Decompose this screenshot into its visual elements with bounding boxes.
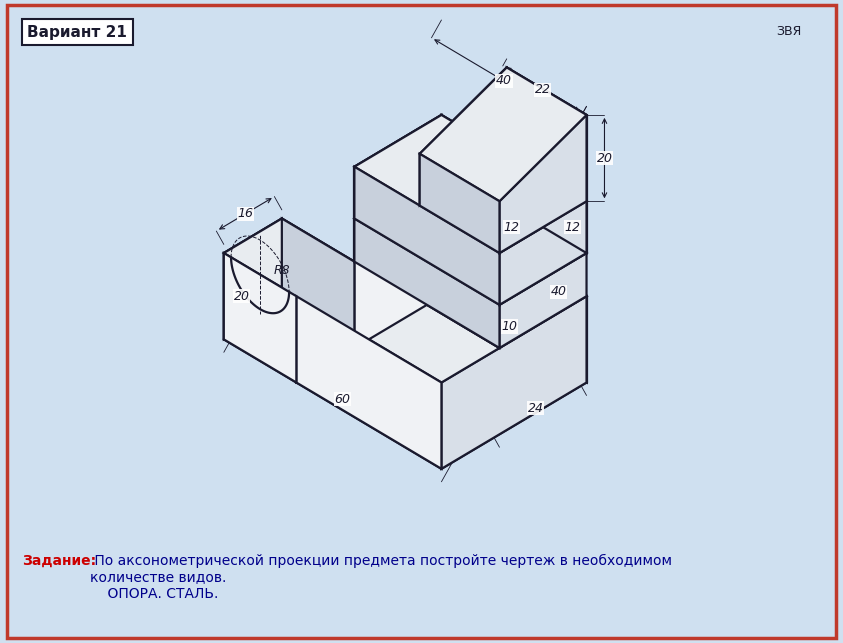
Text: 40: 40 — [496, 75, 512, 87]
Text: 10: 10 — [502, 320, 518, 333]
Text: 22: 22 — [534, 83, 550, 96]
Polygon shape — [500, 253, 587, 348]
Polygon shape — [420, 68, 587, 201]
Text: 24: 24 — [528, 401, 544, 415]
Polygon shape — [420, 68, 507, 206]
Polygon shape — [223, 253, 297, 383]
Polygon shape — [442, 210, 587, 383]
Text: R8: R8 — [274, 264, 290, 277]
Text: Задание:: Задание: — [23, 554, 97, 568]
Polygon shape — [500, 201, 587, 305]
Polygon shape — [354, 219, 500, 348]
Polygon shape — [354, 167, 442, 262]
Polygon shape — [354, 115, 587, 253]
Text: 16: 16 — [238, 207, 254, 221]
Text: Вариант 21: Вариант 21 — [27, 25, 127, 40]
Polygon shape — [282, 219, 354, 348]
Polygon shape — [500, 115, 587, 253]
Polygon shape — [354, 167, 587, 305]
Polygon shape — [354, 210, 442, 348]
Text: 40: 40 — [550, 285, 566, 298]
Text: По аксонометрической проекции предмета постройте чертеж в необходимом
количестве: По аксонометрической проекции предмета п… — [90, 554, 673, 601]
Polygon shape — [354, 167, 500, 305]
Text: 20: 20 — [234, 290, 250, 303]
Polygon shape — [507, 68, 587, 201]
Polygon shape — [354, 115, 442, 219]
Text: ЗВЯ: ЗВЯ — [776, 25, 802, 38]
Polygon shape — [354, 210, 587, 348]
Text: 60: 60 — [335, 393, 351, 406]
Polygon shape — [420, 154, 500, 253]
Polygon shape — [297, 296, 442, 469]
Text: 12: 12 — [565, 221, 581, 233]
Text: 20: 20 — [597, 152, 613, 165]
Text: 12: 12 — [503, 221, 519, 233]
Polygon shape — [442, 115, 587, 253]
Polygon shape — [223, 219, 282, 340]
Polygon shape — [442, 296, 587, 469]
Polygon shape — [223, 219, 500, 383]
